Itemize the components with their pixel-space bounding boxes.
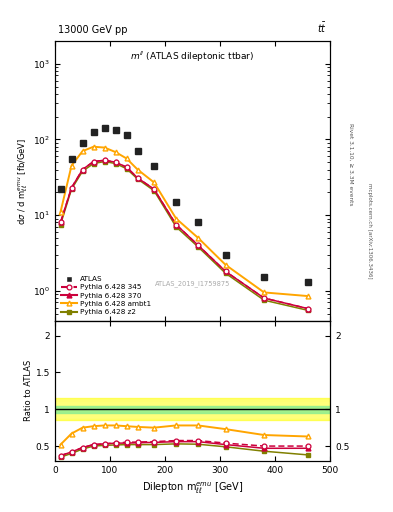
- Y-axis label: d$\sigma$ / d m$^{emu}_{\ell\ell}$ [fb/GeV]: d$\sigma$ / d m$^{emu}_{\ell\ell}$ [fb/G…: [17, 137, 30, 225]
- Text: $m^{ll}$ (ATLAS dileptonic ttbar): $m^{ll}$ (ATLAS dileptonic ttbar): [130, 49, 255, 64]
- Bar: [55, 402, 330, 417]
- Y-axis label: Ratio to ATLAS: Ratio to ATLAS: [24, 360, 33, 421]
- Text: $t\bar{t}$: $t\bar{t}$: [318, 22, 327, 35]
- Text: 13000 GeV pp: 13000 GeV pp: [58, 26, 127, 35]
- Bar: [55, 398, 330, 420]
- Text: mcplots.cern.ch [arXiv:1306.3436]: mcplots.cern.ch [arXiv:1306.3436]: [367, 183, 373, 278]
- Text: ATLAS_2019_I1759875: ATLAS_2019_I1759875: [155, 281, 230, 287]
- Bar: [55, 406, 330, 413]
- X-axis label: Dilepton m$^{emu}_{\ell\ell}$ [GeV]: Dilepton m$^{emu}_{\ell\ell}$ [GeV]: [142, 480, 243, 496]
- Text: Rivet 3.1.10, ≥ 3.3M events: Rivet 3.1.10, ≥ 3.3M events: [348, 122, 353, 205]
- Legend: ATLAS, Pythia 6.428 345, Pythia 6.428 370, Pythia 6.428 ambt1, Pythia 6.428 z2: ATLAS, Pythia 6.428 345, Pythia 6.428 37…: [59, 274, 153, 317]
